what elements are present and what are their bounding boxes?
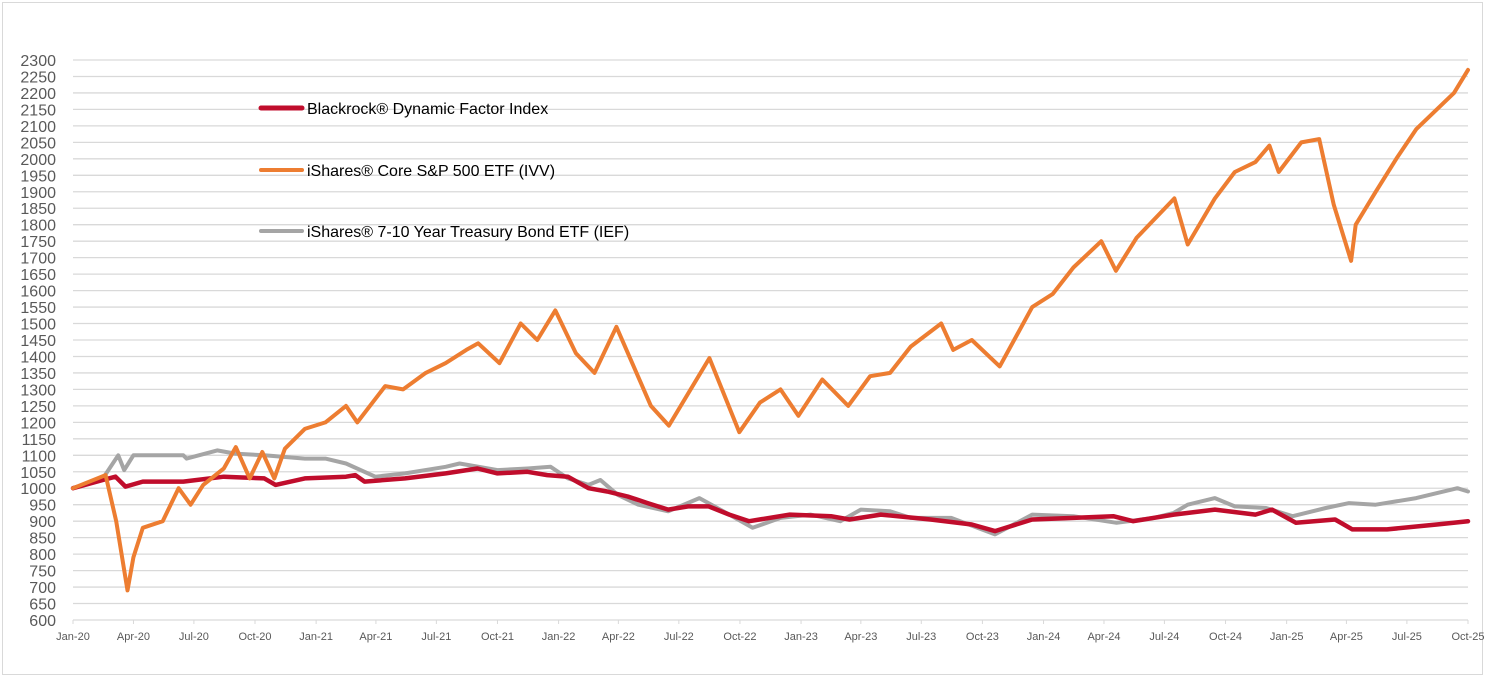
y-tick-label: 2150	[20, 102, 56, 119]
gridlines	[73, 59, 1468, 605]
x-tick-label: Jan-20	[56, 631, 90, 643]
x-tick-label: Apr-25	[1330, 631, 1363, 643]
legend: Blackrock® Dynamic Factor Index iShares®…	[258, 101, 629, 241]
y-tick-label: 2100	[20, 119, 56, 136]
y-tick-label: 2050	[20, 135, 56, 152]
y-tick-label: 1200	[20, 415, 56, 432]
x-tick-label: Oct-25	[1451, 631, 1484, 643]
x-tick-label: Jul-25	[1392, 631, 1422, 643]
y-tick-label: 2200	[20, 86, 56, 103]
y-tick-label: 750	[29, 564, 56, 581]
x-axis: Jan-20 Apr-20 Jul-20 Oct-20 Jan-21 Apr-21 Jul-…	[56, 619, 1485, 643]
y-tick-label: 1950	[20, 168, 56, 185]
x-tick-label: Apr-21	[359, 631, 392, 643]
y-tick-label: 1050	[20, 465, 56, 482]
series-line-index	[70, 466, 1471, 534]
y-tick-label: 900	[29, 514, 56, 531]
y-tick-label: 1450	[20, 333, 56, 350]
y-tick-label: 1700	[20, 251, 56, 268]
y-tick-label: 1600	[20, 284, 56, 301]
x-tick-label: Oct-21	[481, 631, 514, 643]
x-tick-label: Jul-24	[1149, 631, 1179, 643]
y-tick-label: 650	[29, 597, 56, 614]
y-tick-label: 1150	[22, 432, 57, 449]
y-tick-label: 1500	[20, 317, 56, 334]
x-tick-label: Oct-23	[966, 631, 999, 643]
y-tick-label: 1400	[20, 349, 56, 366]
legend-label-index: Blackrock® Dynamic Factor Index	[307, 101, 548, 118]
x-tick-label: Jan-23	[784, 631, 818, 643]
y-tick-label: 1650	[20, 267, 56, 284]
y-tick-label: 1850	[20, 201, 56, 218]
x-tick-label: Jul-21	[421, 631, 451, 643]
x-tick-label: Jan-22	[542, 631, 576, 643]
y-tick-label: 1350	[20, 366, 56, 383]
y-tick-label: 2250	[20, 69, 56, 86]
y-tick-label: 1550	[20, 300, 56, 317]
y-tick-label: 1750	[20, 234, 56, 251]
y-tick-label: 850	[29, 531, 56, 548]
y-tick-label: 950	[29, 498, 56, 515]
legend-label-ief: iShares® 7-10 Year Treasury Bond ETF (IE…	[307, 224, 629, 241]
x-tick-label: Jan-24	[1027, 631, 1061, 643]
x-tick-label: Jul-22	[664, 631, 694, 643]
y-tick-label: 1250	[20, 399, 56, 416]
x-tick-label: Jan-25	[1270, 631, 1304, 643]
y-tick-label: 600	[29, 613, 56, 630]
x-tick-label: Jul-20	[179, 631, 209, 643]
x-tick-label: Apr-22	[602, 631, 635, 643]
series-lines	[70, 67, 1471, 593]
x-tick-label: Apr-24	[1087, 631, 1120, 643]
x-tick-label: Oct-20	[239, 631, 272, 643]
y-tick-label: 1800	[20, 218, 56, 235]
y-tick-label: 800	[29, 547, 56, 564]
x-tick-label: Apr-23	[844, 631, 877, 643]
y-tick-label: 1100	[22, 448, 57, 465]
y-tick-label: 1000	[20, 481, 56, 498]
y-tick-label: 2300	[20, 53, 56, 70]
x-tick-label: Oct-24	[1209, 631, 1242, 643]
y-axis: 6006507007508008509009501000105011001150…	[20, 53, 56, 630]
x-tick-label: Oct-22	[723, 631, 756, 643]
x-tick-label: Jan-21	[299, 631, 333, 643]
series-line-ivv	[71, 67, 1470, 593]
series-line-ief	[71, 448, 1470, 537]
x-tick-label: Apr-20	[117, 631, 150, 643]
y-tick-label: 1300	[20, 382, 56, 399]
legend-label-ivv: iShares® Core S&P 500 ETF (IVV)	[307, 163, 555, 180]
y-tick-label: 1900	[20, 185, 56, 202]
x-tick-label: Jul-23	[906, 631, 936, 643]
y-tick-label: 700	[29, 580, 56, 597]
y-tick-label: 2000	[20, 152, 56, 169]
